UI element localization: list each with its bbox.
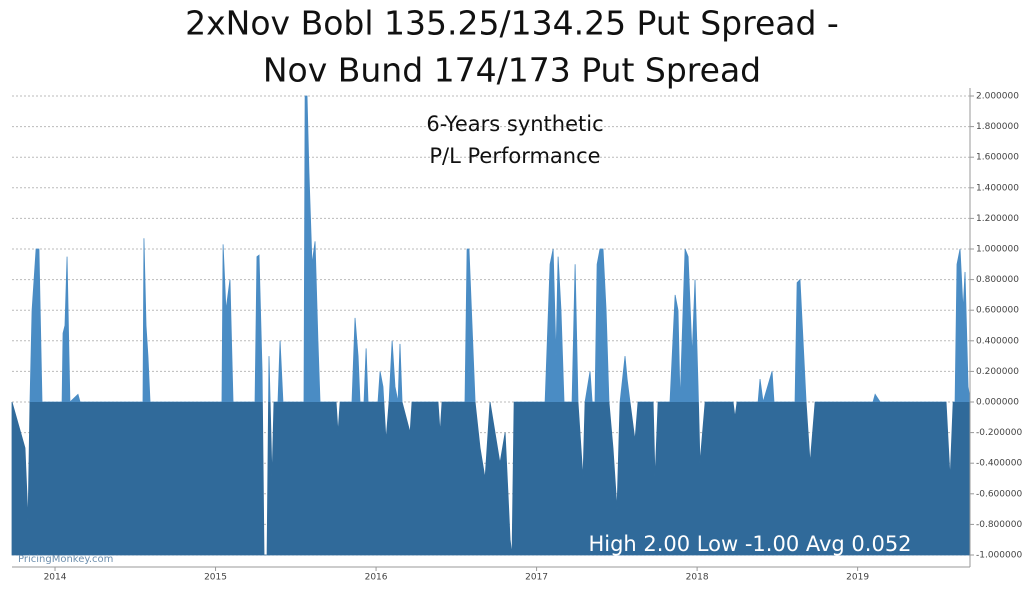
- plot: -1.000000 -0.800000 -0.600000 -0.400000 -0.2…: [11, 88, 1022, 583]
- y-tick-label: 0.600000: [976, 306, 1019, 316]
- y-tick-label: 1.000000: [976, 245, 1019, 255]
- chart-title: 2xNov Bobl 135.25/134.25 Put Spread -: [185, 4, 839, 43]
- y-tick-label: 1.600000: [976, 153, 1019, 163]
- y-tick-label: 2.000000: [976, 92, 1019, 102]
- y-tick-label: -1.000000: [976, 551, 1022, 561]
- y-tick-label: 1.800000: [976, 122, 1019, 132]
- y-tick-label: 1.200000: [976, 214, 1019, 224]
- x-tick-label: 2015: [204, 573, 227, 583]
- area: [11, 95, 971, 556]
- y-tick-label: 0.800000: [976, 275, 1019, 285]
- x-tick-label: 2019: [846, 573, 869, 583]
- x-tick-label: 2017: [525, 573, 548, 583]
- x-tick-label: 2014: [44, 573, 67, 583]
- y-tick-label: -0.400000: [976, 459, 1022, 469]
- y-tick-label: 0.200000: [976, 367, 1019, 377]
- y-tick-label: 0.000000: [976, 398, 1019, 408]
- y-tick-label: 1.400000: [976, 183, 1019, 193]
- subtitle: 6-Years synthetic: [426, 112, 603, 136]
- y-tick-label: -0.600000: [976, 489, 1022, 499]
- chart-title: Nov Bund 174/173 Put Spread: [263, 51, 761, 90]
- x-tick-label: 2016: [365, 573, 388, 583]
- annotation: High 2.00 Low -1.00 Avg 0.052: [588, 532, 911, 556]
- y-tick-label: -0.800000: [976, 520, 1022, 530]
- y-tick-label: -0.200000: [976, 428, 1022, 438]
- x-tick-label: 2018: [686, 573, 709, 583]
- subtitle: P/L Performance: [429, 144, 600, 168]
- y-tick-label: 0.400000: [976, 336, 1019, 346]
- watermark: PricingMonkey.com: [18, 554, 113, 565]
